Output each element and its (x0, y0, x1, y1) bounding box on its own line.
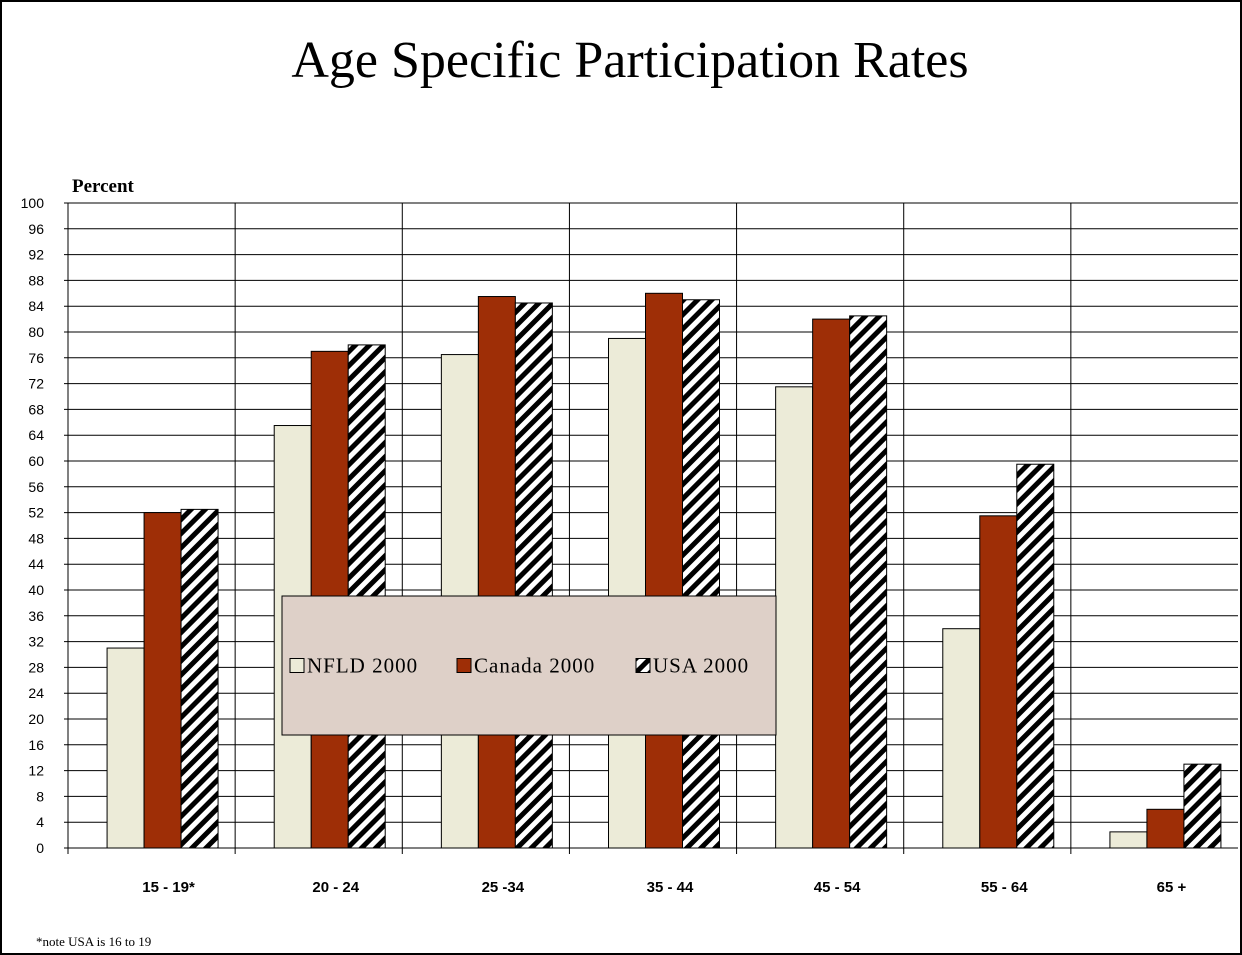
x-tick-label: 35 - 44 (647, 879, 694, 896)
bar-nfld-2000-0 (106, 647, 145, 849)
x-tick-label: 55 - 64 (981, 879, 1028, 896)
bar-nfld-2000-5 (942, 628, 981, 849)
y-tick-label: 8 (36, 788, 44, 804)
y-axis-ticks: 0481216202428323640444852566064687276808… (21, 195, 45, 856)
bar-canada-2000-4 (812, 318, 851, 849)
bar-usa-2000-5 (1016, 463, 1055, 849)
y-tick-label: 0 (36, 840, 44, 856)
bar-canada-2000-3 (645, 292, 683, 849)
legend-box (281, 595, 777, 736)
y-tick-label: 28 (28, 659, 44, 675)
y-tick-label: 48 (28, 530, 44, 546)
x-tick-label: 15 - 19* (142, 879, 195, 896)
bar-usa-2000-4 (849, 315, 888, 849)
y-tick-label: 56 (28, 479, 44, 495)
footnote: *note USA is 16 to 19 (36, 934, 151, 949)
y-tick-label: 12 (28, 763, 44, 779)
bar-canada-2000-5 (979, 515, 1018, 849)
y-tick-label: 20 (28, 711, 44, 727)
y-tick-label: 76 (28, 350, 44, 366)
y-tick-label: 44 (28, 556, 44, 572)
legend-label-1: Canada 2000 (474, 654, 595, 678)
bar-usa-2000-0 (180, 508, 219, 849)
x-tick-label: 65 + (1157, 879, 1187, 896)
legend-swatch-0 (289, 658, 305, 673)
legend-label-2: USA 2000 (653, 654, 749, 678)
y-tick-label: 60 (28, 453, 44, 469)
bar-canada-2000-6 (1146, 808, 1185, 849)
y-tick-label: 64 (28, 427, 44, 443)
bar-nfld-2000-4 (775, 386, 814, 849)
legend: NFLD 2000 Canada 2000 USA 2000 (281, 595, 777, 736)
y-axis-label: Percent (72, 176, 135, 197)
y-tick-label: 40 (28, 582, 44, 598)
y-tick-label: 96 (28, 221, 44, 237)
bar-nfld-2000-6 (1109, 831, 1148, 849)
x-tick-label: 45 - 54 (814, 879, 861, 896)
y-tick-label: 4 (36, 814, 44, 830)
x-tick-label: 20 - 24 (312, 879, 359, 896)
y-tick-label: 16 (28, 737, 44, 753)
bar-canada-2000-0 (143, 512, 182, 849)
y-tick-label: 36 (28, 608, 44, 624)
y-tick-label: 52 (28, 505, 44, 521)
y-tick-label: 88 (28, 272, 44, 288)
legend-label-0: NFLD 2000 (307, 654, 418, 678)
y-tick-label: 32 (28, 634, 44, 650)
bar-nfld-2000-3 (608, 337, 646, 849)
y-tick-label: 24 (28, 685, 44, 701)
bar-canada-2000-2 (477, 296, 516, 849)
y-tick-label: 72 (28, 376, 44, 392)
y-tick-label: 68 (28, 401, 44, 417)
legend-swatch-2 (635, 658, 651, 673)
y-tick-label: 80 (28, 324, 44, 340)
x-axis-ticks: 15 - 19* 20 - 24 25 -34 35 - 44 45 - 54 55 - … (142, 879, 1186, 896)
bars (106, 292, 1222, 849)
y-tick-label: 100 (21, 195, 45, 211)
x-tick-label: 25 -34 (482, 879, 525, 896)
y-tick-label: 84 (28, 298, 44, 314)
chart-title: Age Specific Participation Rates (291, 32, 968, 89)
legend-swatch-1 (456, 658, 472, 673)
y-tick-label: 92 (28, 247, 44, 263)
bar-usa-2000-6 (1183, 763, 1222, 849)
bar-usa-2000-2 (514, 302, 553, 849)
bar-usa-2000-3 (682, 299, 720, 849)
